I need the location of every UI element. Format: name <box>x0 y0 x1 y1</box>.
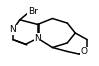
Text: Br: Br <box>28 7 38 16</box>
Text: N: N <box>34 34 41 43</box>
Text: N: N <box>10 25 16 34</box>
Text: O: O <box>81 47 88 56</box>
